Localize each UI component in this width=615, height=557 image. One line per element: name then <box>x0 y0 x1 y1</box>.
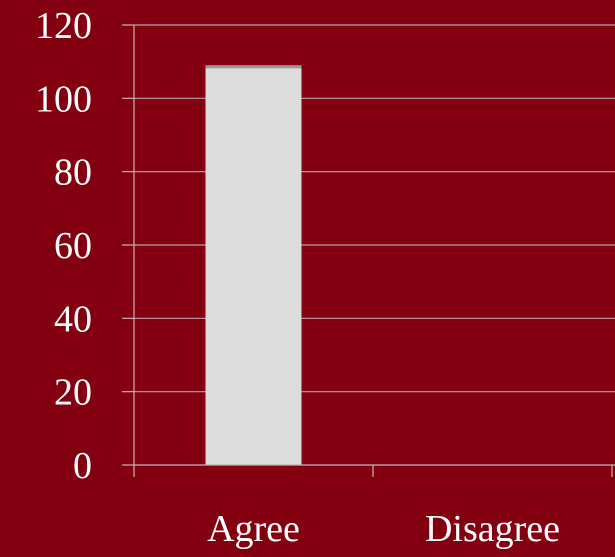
axes <box>122 24 615 477</box>
tick-labels: 0 20 40 60 80 100 120 Agree Disagree <box>35 5 560 550</box>
bar-agree <box>205 65 302 465</box>
bars <box>205 65 302 465</box>
y-tick-label: 80 <box>54 152 92 194</box>
y-tick-label: 20 <box>54 372 92 414</box>
y-tick-label: 0 <box>73 445 92 487</box>
y-tick-label: 100 <box>35 78 92 120</box>
y-tick-label: 40 <box>54 298 92 340</box>
y-tick-label: 120 <box>35 5 92 47</box>
y-tick-label: 60 <box>54 225 92 267</box>
x-tick-label-agree: Agree <box>207 508 300 550</box>
x-tick-label-disagree: Disagree <box>425 508 560 550</box>
bar-top-edge-agree <box>205 65 302 69</box>
